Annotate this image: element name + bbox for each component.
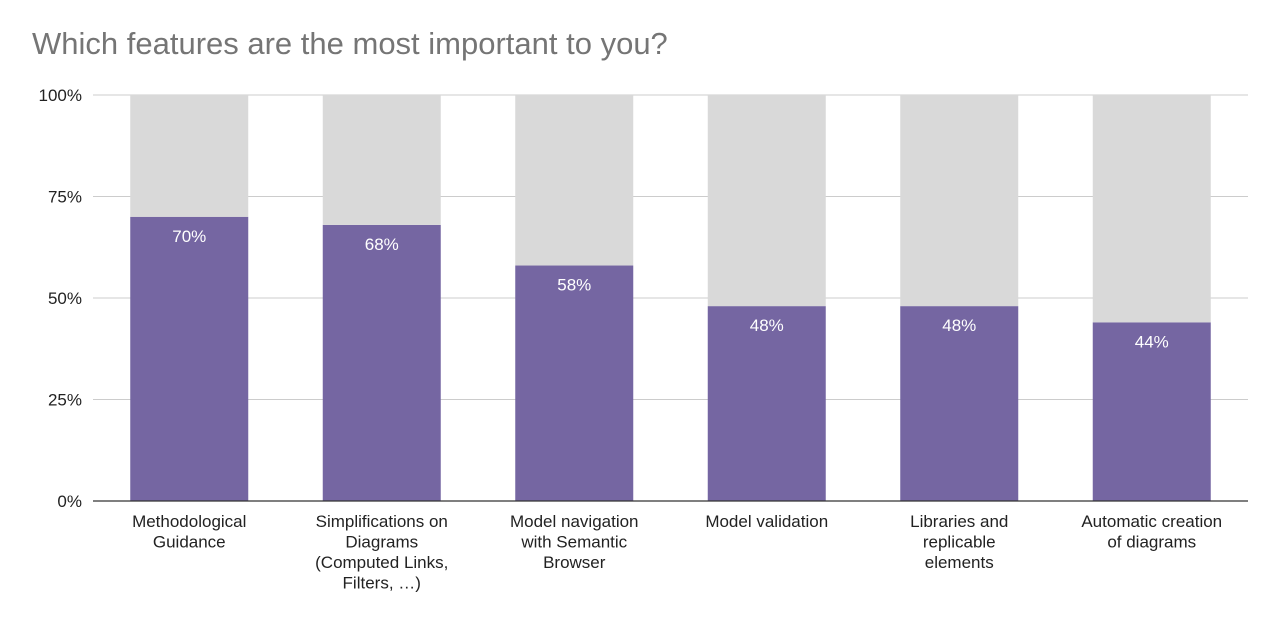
category-label: Simplifications on Diagrams (Computed Link… xyxy=(315,512,448,593)
bar-value xyxy=(130,216,249,502)
bar-value xyxy=(322,224,441,502)
y-tick-label: 100% xyxy=(39,86,82,105)
bars xyxy=(130,95,1211,502)
data-label: 68% xyxy=(365,235,399,254)
y-tick-label: 25% xyxy=(48,391,82,410)
data-label: 58% xyxy=(557,276,591,295)
bar-value xyxy=(1092,322,1211,501)
bar-remainder xyxy=(322,95,441,225)
bar-value xyxy=(900,306,1019,501)
bar-remainder xyxy=(130,95,249,217)
category-label: Libraries and replicable elements xyxy=(910,512,1008,572)
category-label: Automatic creation of diagrams xyxy=(1081,512,1222,552)
bar-remainder xyxy=(900,95,1019,307)
gridlines xyxy=(93,94,1248,400)
data-label: 48% xyxy=(942,316,976,335)
bar-value xyxy=(707,306,826,501)
data-label: 70% xyxy=(172,227,206,246)
data-label: 48% xyxy=(750,316,784,335)
y-tick-label: 50% xyxy=(48,289,82,308)
category-label: Methodological Guidance xyxy=(132,512,246,552)
bar-remainder xyxy=(515,95,634,266)
bar-remainder xyxy=(707,95,826,307)
chart-title: Which features are the most important to… xyxy=(32,26,668,61)
category-label: Model validation xyxy=(705,512,828,531)
category-label: Model navigation with Semantic Browser xyxy=(510,512,639,572)
labels: 0% 25% 50% 75% 100% 70% Methodological Guidance… xyxy=(39,86,1223,593)
bar-value xyxy=(515,265,634,501)
bar-remainder xyxy=(1092,95,1211,323)
y-tick-label: 75% xyxy=(48,188,82,207)
data-label: 44% xyxy=(1135,332,1169,351)
y-tick-label: 0% xyxy=(57,492,82,511)
